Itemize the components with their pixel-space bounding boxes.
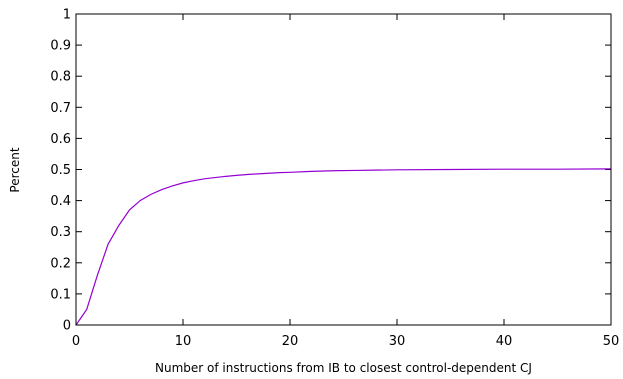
- plot-frame: [75, 13, 612, 326]
- series-layer: [75, 168, 612, 326]
- y-tick-label: 0: [63, 319, 71, 334]
- series-line-1: [75, 168, 612, 326]
- x-axis-title: Number of instructions from IB to closes…: [155, 361, 532, 375]
- y-tick-label: 1: [63, 8, 71, 23]
- y-tick-label: 0.7: [50, 101, 71, 116]
- x-tick-label: 50: [603, 334, 620, 349]
- y-tick-label: 0.6: [50, 132, 71, 147]
- x-tick-label: 10: [175, 334, 192, 349]
- x-tick-label: 0: [72, 334, 80, 349]
- x-tick-label: 20: [282, 334, 299, 349]
- y-axis-title: Percent: [8, 147, 22, 192]
- y-tick-label: 0.1: [50, 287, 71, 302]
- x-tick-label: 40: [496, 334, 513, 349]
- y-tick-label: 0.9: [50, 39, 71, 54]
- y-tick-label: 0.3: [50, 225, 71, 240]
- y-tick-label: 0.5: [50, 163, 71, 178]
- y-tick-label: 0.4: [50, 194, 71, 209]
- ticks-layer: 00.10.20.30.40.50.60.70.80.910 10 20 30 40 50: [50, 8, 619, 350]
- y-tick-label: 0.8: [50, 70, 71, 85]
- y-tick-label: 0.2: [50, 256, 71, 271]
- x-tick-label: 30: [389, 334, 406, 349]
